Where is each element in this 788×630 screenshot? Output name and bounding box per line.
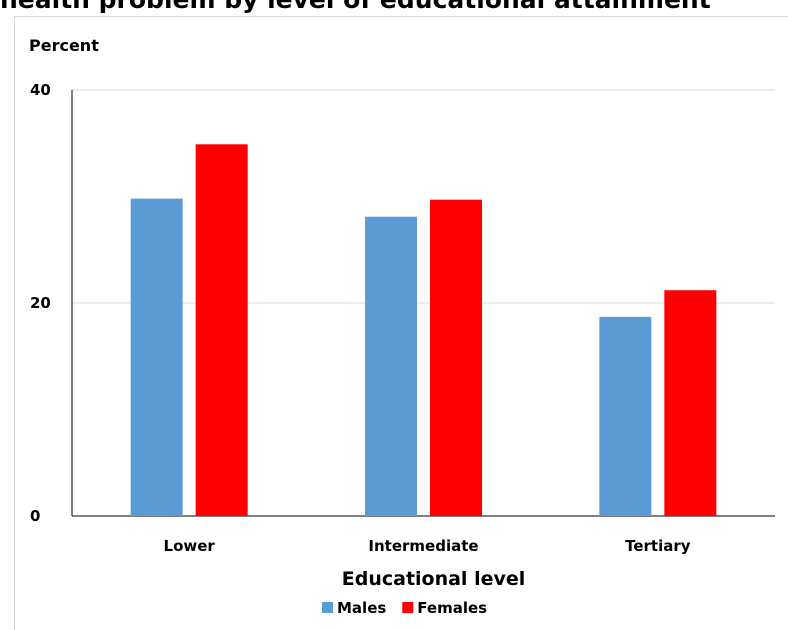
x-tick-label: Lower — [164, 537, 216, 555]
legend-label-females: Females — [417, 599, 487, 617]
chart-title: health problem by level of educational a… — [0, 0, 711, 16]
chart-frame — [14, 16, 788, 630]
bar-females-intermediate — [430, 199, 482, 516]
x-tick-label: Intermediate — [368, 537, 478, 555]
bar-females-tertiary — [664, 290, 717, 516]
bar-males-lower — [130, 198, 183, 516]
bar-females-lower — [195, 144, 248, 516]
y-axis-label: Percent — [29, 36, 99, 55]
y-tick-label: 20 — [30, 294, 51, 312]
legend-swatch-males — [322, 602, 333, 613]
y-tick-label: 40 — [30, 81, 51, 99]
y-tick-label: 0 — [30, 507, 40, 525]
x-axis-title: Educational level — [342, 568, 526, 590]
legend-label-males: Males — [337, 599, 386, 617]
x-tick-label: Tertiary — [625, 537, 691, 555]
legend-swatch-females — [402, 602, 414, 613]
bar-males-intermediate — [365, 216, 417, 517]
bar-males-tertiary — [599, 316, 652, 516]
